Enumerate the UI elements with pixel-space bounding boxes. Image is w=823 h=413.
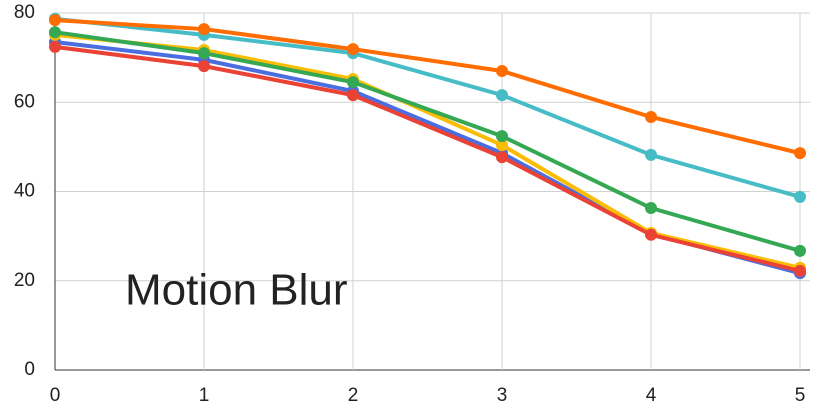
data-point xyxy=(645,202,657,215)
data-point xyxy=(198,23,210,36)
series-line xyxy=(54,30,801,253)
data-point xyxy=(794,147,806,160)
data-point xyxy=(794,264,806,277)
y-tick-label: 40 xyxy=(14,181,35,202)
plot-area xyxy=(49,12,806,280)
series-line xyxy=(54,32,801,270)
y-tick-label: 80 xyxy=(14,2,35,23)
series-line xyxy=(54,44,801,273)
data-point xyxy=(347,89,359,102)
x-tick-label: 3 xyxy=(497,385,508,406)
annotation: Motion Blur xyxy=(125,266,348,315)
data-point xyxy=(347,76,359,89)
data-point xyxy=(49,14,61,27)
x-tick-label: 0 xyxy=(50,385,61,406)
x-tick-label: 1 xyxy=(199,385,210,406)
data-point xyxy=(198,60,210,73)
data-point xyxy=(794,244,806,257)
data-point xyxy=(198,47,210,60)
series-line xyxy=(54,18,801,156)
data-point xyxy=(49,26,61,39)
series-line xyxy=(54,16,801,199)
data-point xyxy=(496,151,508,164)
x-tick-label: 4 xyxy=(646,385,657,406)
data-point xyxy=(496,65,508,78)
data-point xyxy=(645,110,657,123)
x-tick-label: 5 xyxy=(795,385,806,406)
data-point xyxy=(496,139,508,152)
series-line xyxy=(54,40,801,276)
grid: 0 20 40 60 80 0 1 2 3 4 5 xyxy=(14,2,810,406)
data-point xyxy=(645,148,657,161)
data-point xyxy=(496,89,508,102)
data-point xyxy=(347,43,359,56)
y-tick-label: 0 xyxy=(24,359,35,380)
y-tick-label: 20 xyxy=(14,270,35,291)
data-point xyxy=(49,40,61,53)
data-point xyxy=(496,130,508,143)
data-point xyxy=(794,190,806,203)
y-tick-label: 60 xyxy=(14,91,35,112)
data-point xyxy=(645,228,657,241)
x-tick-label: 2 xyxy=(348,385,359,406)
